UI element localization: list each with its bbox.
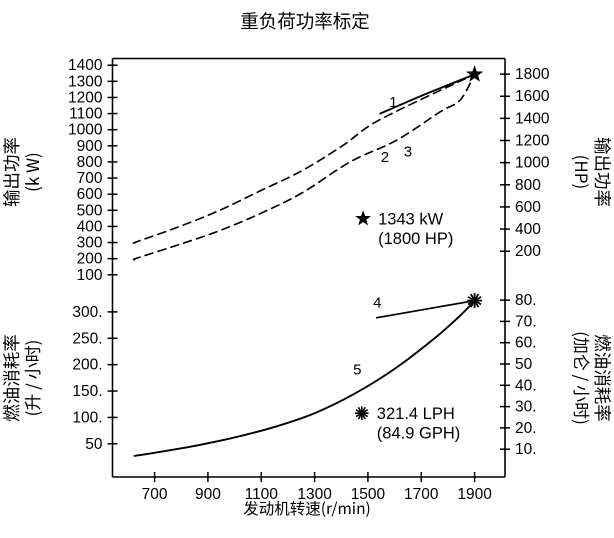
- svg-text:1700: 1700: [404, 486, 439, 503]
- svg-text:1200: 1200: [515, 133, 550, 150]
- svg-text:(84.9 GPH): (84.9 GPH): [377, 425, 460, 443]
- svg-text:1800: 1800: [515, 66, 550, 83]
- svg-text:20.: 20.: [515, 420, 537, 437]
- svg-text:50: 50: [85, 436, 103, 453]
- svg-text:2: 2: [381, 149, 389, 166]
- svg-text:200: 200: [77, 251, 103, 268]
- svg-text:1343 kW: 1343 kW: [378, 211, 444, 229]
- svg-text:3: 3: [404, 144, 412, 161]
- svg-text:70.: 70.: [515, 313, 537, 330]
- svg-text:200: 200: [515, 243, 541, 260]
- svg-text:1600: 1600: [515, 88, 550, 105]
- svg-text:1000: 1000: [68, 122, 103, 139]
- svg-text:重负荷功率标定: 重负荷功率标定: [240, 8, 370, 34]
- svg-text:10.: 10.: [515, 441, 537, 458]
- svg-text:900: 900: [195, 486, 221, 503]
- svg-text:80.: 80.: [515, 292, 537, 309]
- svg-text:800: 800: [77, 154, 103, 171]
- svg-text:600: 600: [515, 199, 541, 216]
- svg-text:(k W): (k W): [19, 152, 44, 192]
- svg-text:900: 900: [77, 138, 103, 155]
- svg-text:1900: 1900: [457, 486, 492, 503]
- svg-text:150.: 150.: [72, 383, 102, 400]
- svg-text:60.: 60.: [515, 335, 537, 352]
- svg-text:700: 700: [77, 170, 103, 187]
- svg-text:40.: 40.: [515, 377, 537, 394]
- svg-text:(加仑 / 小时): (加仑 / 小时): [570, 331, 595, 425]
- svg-text:5: 5: [353, 361, 361, 378]
- svg-text:(HP): (HP): [570, 155, 595, 190]
- svg-text:1400: 1400: [515, 110, 550, 127]
- svg-text:1300: 1300: [68, 73, 103, 90]
- svg-text:300.: 300.: [72, 304, 102, 321]
- svg-text:100.: 100.: [72, 409, 102, 426]
- svg-text:(升 / 小时): (升 / 小时): [19, 340, 44, 417]
- svg-text:4: 4: [373, 294, 381, 311]
- svg-text:1000: 1000: [515, 155, 550, 172]
- svg-text:50: 50: [515, 356, 533, 373]
- svg-text:1200: 1200: [68, 89, 103, 106]
- svg-text:100: 100: [77, 267, 103, 284]
- svg-text:1100: 1100: [69, 106, 103, 123]
- svg-text:321.4 LPH: 321.4 LPH: [377, 405, 455, 423]
- svg-text:250.: 250.: [72, 330, 102, 347]
- svg-text:1: 1: [389, 94, 397, 111]
- svg-text:200.: 200.: [72, 357, 102, 374]
- svg-text:1400: 1400: [68, 57, 103, 74]
- svg-text:400: 400: [77, 218, 103, 235]
- svg-text:发动机转速(r/min): 发动机转速(r/min): [243, 497, 371, 519]
- svg-text:400: 400: [515, 221, 541, 238]
- svg-text:600: 600: [77, 186, 103, 203]
- svg-text:(1800 HP): (1800 HP): [378, 230, 453, 248]
- svg-text:30.: 30.: [515, 399, 537, 416]
- svg-text:700: 700: [142, 486, 168, 503]
- svg-text:500: 500: [77, 202, 103, 219]
- svg-text:300: 300: [77, 235, 103, 252]
- svg-text:800: 800: [515, 177, 541, 194]
